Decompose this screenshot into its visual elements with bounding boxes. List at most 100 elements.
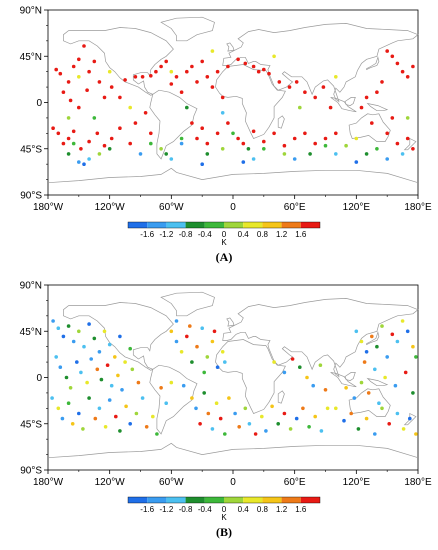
station-point bbox=[87, 69, 91, 74]
coastline-greenland bbox=[160, 291, 215, 317]
station-point bbox=[342, 418, 346, 423]
station-point bbox=[272, 54, 276, 59]
station-point bbox=[118, 126, 122, 130]
station-point bbox=[190, 396, 194, 400]
station-point bbox=[370, 121, 374, 125]
coastline-new-zealand bbox=[403, 137, 417, 151]
station-point bbox=[400, 319, 405, 323]
station-point bbox=[373, 432, 377, 436]
station-point bbox=[220, 95, 225, 100]
station-point bbox=[174, 319, 179, 323]
station-point bbox=[313, 95, 318, 100]
station-point bbox=[77, 411, 81, 416]
station-point bbox=[134, 411, 139, 416]
colorbar-tick-label: 0.4 bbox=[238, 230, 250, 239]
colorbar-tick-label: 0.4 bbox=[238, 505, 250, 514]
colorbar-swatch bbox=[185, 497, 205, 503]
station-point bbox=[205, 355, 210, 359]
station-point bbox=[202, 370, 206, 375]
station-point bbox=[303, 131, 307, 136]
colorbar-swatch bbox=[224, 222, 244, 228]
station-point bbox=[102, 329, 107, 334]
station-point bbox=[118, 334, 122, 339]
lon-tick-label: 0 bbox=[230, 477, 236, 488]
station-point bbox=[79, 370, 83, 375]
colorbar-tick-label: 0 bbox=[222, 505, 227, 514]
station-point bbox=[206, 411, 211, 416]
station-point bbox=[107, 69, 112, 74]
station-point bbox=[123, 360, 127, 364]
station-point bbox=[181, 383, 186, 388]
coastline-south-america bbox=[149, 89, 198, 160]
station-point bbox=[128, 141, 132, 146]
coastline-japan bbox=[366, 331, 380, 346]
colorbar-tick-label: 1.2 bbox=[276, 505, 288, 514]
lat-tick-label: 90°N bbox=[20, 281, 42, 292]
colorbar-swatch bbox=[204, 497, 224, 503]
station-point bbox=[128, 105, 132, 110]
station-point bbox=[251, 157, 256, 161]
station-point bbox=[403, 370, 408, 375]
station-point bbox=[303, 90, 307, 94]
colorbar-tick-label: 1.2 bbox=[276, 230, 288, 239]
station-point bbox=[236, 57, 240, 62]
lat-tick-label: 90°S bbox=[20, 191, 42, 202]
station-point bbox=[54, 67, 58, 72]
station-point bbox=[282, 411, 287, 416]
colorbar-unit: K bbox=[221, 513, 227, 522]
station-point bbox=[149, 141, 153, 146]
station-point bbox=[61, 90, 66, 94]
station-point bbox=[113, 355, 117, 359]
station-point bbox=[364, 350, 369, 354]
station-point bbox=[308, 152, 312, 156]
station-point bbox=[71, 141, 76, 146]
colorbar: -1.6 -1.2 -0.8 -0.4 0 0.4 0.8 1.2 1.6 K bbox=[127, 221, 321, 247]
station-point bbox=[144, 425, 149, 429]
station-point bbox=[292, 136, 297, 141]
station-point bbox=[68, 386, 73, 390]
station-point bbox=[370, 334, 374, 339]
map-frame bbox=[47, 284, 419, 471]
station-point bbox=[215, 69, 220, 74]
lat-tick-label: 90°N bbox=[20, 6, 42, 17]
lat-tick-label: 45°S bbox=[20, 144, 42, 155]
colorbar-swatch bbox=[300, 497, 320, 503]
station-point bbox=[260, 414, 264, 419]
station-point bbox=[85, 88, 89, 92]
station-point bbox=[380, 80, 384, 84]
station-point bbox=[307, 425, 311, 429]
station-point bbox=[344, 386, 348, 390]
station-point bbox=[75, 360, 79, 364]
station-point bbox=[328, 105, 333, 110]
station-point bbox=[103, 425, 108, 429]
station-point bbox=[107, 342, 112, 347]
station-point bbox=[194, 406, 198, 411]
station-point bbox=[264, 429, 268, 433]
station-point bbox=[136, 380, 141, 385]
station-point bbox=[294, 416, 299, 421]
station-point bbox=[81, 427, 85, 431]
colorbar-unit: K bbox=[221, 238, 227, 247]
colorbar-swatch bbox=[185, 222, 205, 228]
station-point bbox=[202, 391, 206, 395]
coastline-uk bbox=[226, 317, 235, 327]
lon-tick-label: 60°E bbox=[284, 477, 306, 488]
station-point bbox=[77, 57, 81, 62]
station-point bbox=[179, 141, 184, 146]
station-point bbox=[179, 136, 184, 141]
colorbar-swatch bbox=[262, 497, 282, 503]
station-point bbox=[212, 329, 217, 334]
station-point bbox=[87, 157, 91, 161]
station-point bbox=[393, 383, 398, 388]
station-point bbox=[102, 95, 107, 100]
station-point bbox=[87, 322, 91, 326]
station-point bbox=[282, 152, 287, 156]
station-point bbox=[405, 116, 410, 120]
station-point bbox=[95, 367, 100, 372]
station-point bbox=[154, 69, 158, 74]
colorbar-tick-label: 1.6 bbox=[295, 230, 307, 239]
station-point bbox=[395, 411, 400, 416]
station-point bbox=[231, 131, 235, 136]
station-point bbox=[179, 350, 184, 354]
station-point bbox=[400, 69, 405, 74]
